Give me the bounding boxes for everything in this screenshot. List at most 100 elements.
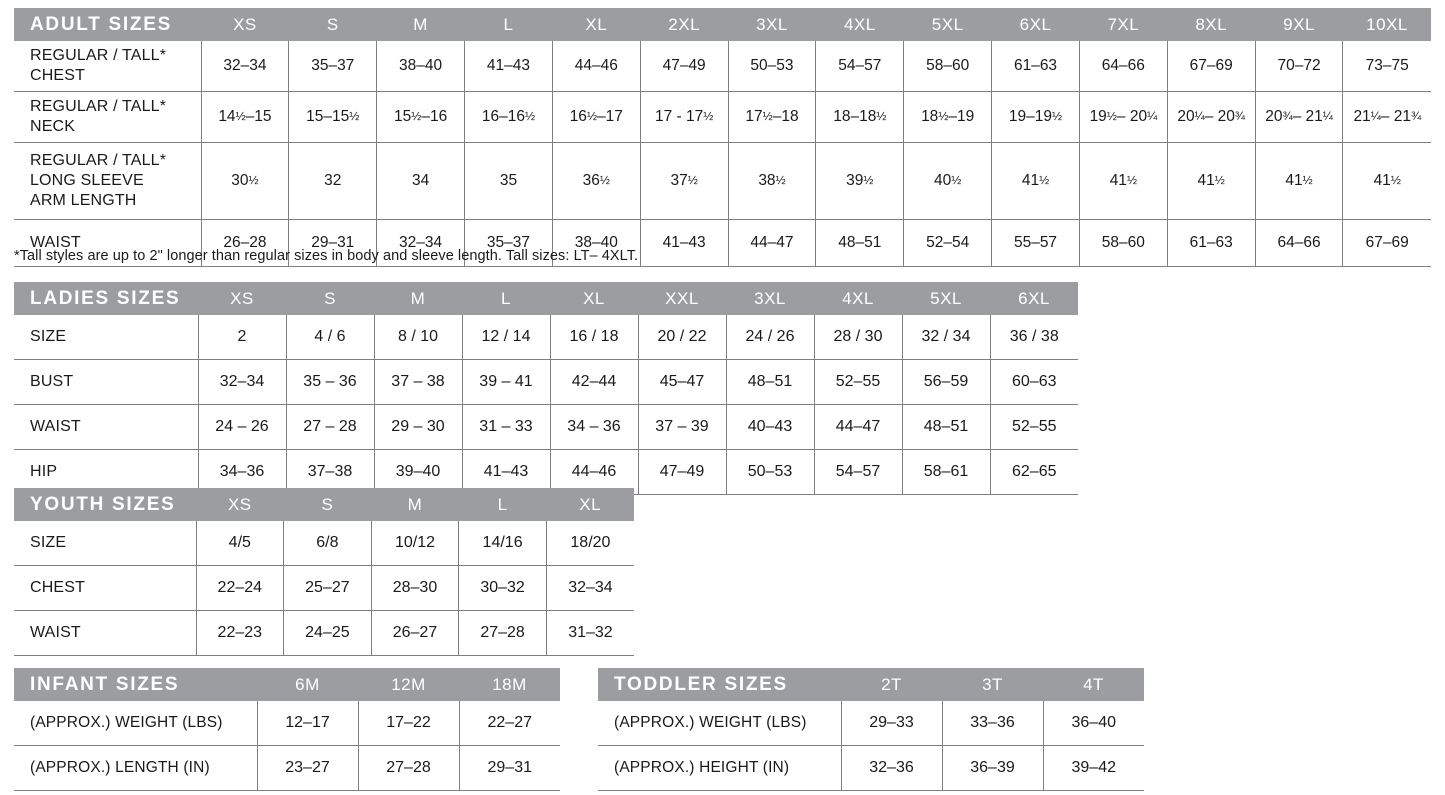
ladies-measurement-cell: 48–51 (726, 359, 815, 405)
adult-size-column-header: 5XL (931, 14, 964, 34)
adult-measurement-cell: 41½ (1167, 142, 1256, 220)
adult-measurement-cell: 38½ (728, 142, 817, 220)
ladies-measurement-cell: 29 – 30 (374, 404, 463, 450)
adult-measurement-cell: 40½ (903, 142, 993, 220)
infant-size-column-header: 18M (492, 674, 527, 694)
ladies-measurement-cell: 27 – 28 (286, 404, 375, 450)
adult-measurement-cell: 52–54 (903, 219, 993, 267)
ladies-measurement-cell: 44–47 (814, 404, 903, 450)
toddler-measurement-cell: 29–33 (841, 701, 943, 746)
ladies-measurement-cell: 60–63 (990, 359, 1078, 405)
adult-measurement-cell: 26–28 (201, 219, 290, 267)
adult-measurement-cell: 64–66 (1255, 219, 1344, 267)
toddler-measurement-cell: 39–42 (1043, 745, 1144, 791)
adult-measurement-cell: 73–75 (1342, 41, 1431, 92)
toddler-table-row: (APPROX.) HEIGHT (IN) 32–36 36–39 39–42 (598, 745, 1144, 791)
ladies-measurement-cell: 34–36 (198, 449, 287, 495)
ladies-size-column-header: L (501, 288, 511, 308)
adult-measurement-cell: 64–66 (1079, 41, 1168, 92)
ladies-size-column-header: M (410, 288, 426, 308)
ladies-size-column-header: XS (230, 288, 254, 308)
adult-size-column-header: 9XL (1283, 14, 1315, 34)
ladies-measurement-cell: 62–65 (990, 449, 1078, 495)
adult-measurement-cell: 37½ (640, 142, 729, 220)
toddler-measurement-cell: 36–40 (1043, 701, 1144, 746)
youth-measurement-cell: 22–23 (196, 610, 285, 656)
adult-measurement-cell: 15½–16 (376, 91, 466, 143)
adult-measurement-cell: 16–16½ (464, 91, 553, 143)
youth-size-column-header: M (407, 494, 423, 514)
adult-measurement-cell: 55–57 (991, 219, 1080, 267)
adult-measurement-cell: 17½–18 (728, 91, 817, 143)
youth-table-title: YOUTH SIZES (30, 493, 176, 515)
infant-measurement-cell: 29–31 (459, 745, 560, 791)
adult-size-column-header: 7XL (1107, 14, 1140, 34)
infant-measurement-cell: 17–22 (358, 701, 460, 746)
youth-measurement-cell: 32–34 (546, 565, 634, 611)
ladies-measurement-cell: 54–57 (814, 449, 903, 495)
youth-measurement-cell: 4/5 (196, 521, 285, 566)
adult-measurement-cell: 20¼– 20¾ (1167, 91, 1256, 143)
youth-size-column-header: S (321, 494, 334, 514)
ladies-measurement-cell: 45–47 (638, 359, 727, 405)
infant-measurement-cell: 23–27 (257, 745, 359, 791)
ladies-measurement-cell: 12 / 14 (462, 315, 551, 360)
ladies-size-column-header: XL (583, 288, 605, 308)
ladies-measurement-cell: 2 (198, 315, 287, 360)
ladies-measurement-cell: 37 – 38 (374, 359, 463, 405)
adult-measurement-cell: 38–40 (552, 219, 641, 267)
adult-measurement-cell: 44–47 (728, 219, 817, 267)
ladies-measurement-cell: 24 / 26 (726, 315, 815, 360)
toddler-measurement-cell: 36–39 (942, 745, 1044, 791)
ladies-measurement-cell: 32–34 (198, 359, 287, 405)
ladies-row-label: HIP (14, 449, 199, 495)
adult-measurement-cell: 58–60 (903, 41, 993, 92)
adult-measurement-cell: 41–43 (640, 219, 729, 267)
adult-size-column-header: XS (233, 14, 257, 34)
adult-table-row: REGULAR / TALL* CHEST 32–34 35–37 38–40 41–43… (14, 41, 1431, 92)
youth-measurement-cell: 24–25 (283, 610, 372, 656)
ladies-measurement-cell: 48–51 (902, 404, 991, 450)
toddler-sizes-table: TODDLER SIZES 2T 3T 4T (APPROX.) WEIGHT (LBS… (598, 668, 1144, 791)
ladies-measurement-cell: 52–55 (814, 359, 903, 405)
adult-measurement-cell: 41½ (1255, 142, 1344, 220)
adult-measurement-cell: 54–57 (815, 41, 905, 92)
ladies-row-label: BUST (14, 359, 199, 405)
toddler-measurement-cell: 32–36 (841, 745, 943, 791)
adult-measurement-cell: 21¼– 21¾ (1342, 91, 1431, 143)
youth-size-column-header: XS (227, 494, 252, 514)
adult-measurement-cell: 16½–17 (552, 91, 641, 143)
ladies-measurement-cell: 47–49 (638, 449, 727, 495)
adult-measurement-cell: 61–63 (991, 41, 1080, 92)
infant-row-label: (APPROX.) LENGTH (IN) (14, 745, 258, 791)
toddler-size-column-header: 4T (1083, 674, 1104, 694)
adult-measurement-cell: 32–34 (201, 41, 290, 92)
ladies-table-row: HIP 34–36 37–38 39–40 41–43 44–46 47–49 50–53 54… (14, 449, 1078, 495)
ladies-measurement-cell: 31 – 33 (462, 404, 551, 450)
youth-row-label: CHEST (14, 565, 197, 611)
toddler-header-row: TODDLER SIZES 2T 3T 4T (598, 668, 1144, 701)
youth-measurement-cell: 18/20 (546, 521, 634, 566)
ladies-measurement-cell: 16 / 18 (550, 315, 639, 360)
ladies-size-column-header: 3XL (754, 288, 786, 308)
adult-measurement-cell: 35–37 (464, 219, 553, 267)
adult-measurement-cell: 35–37 (288, 41, 378, 92)
ladies-measurement-cell: 36 / 38 (990, 315, 1078, 360)
ladies-measurement-cell: 58–61 (902, 449, 991, 495)
ladies-measurement-cell: 39–40 (374, 449, 463, 495)
toddler-table-row: (APPROX.) WEIGHT (LBS) 29–33 33–36 36–40 (598, 701, 1144, 746)
adult-table-title: ADULT SIZES (30, 13, 172, 35)
ladies-row-label: SIZE (14, 315, 199, 360)
adult-size-column-header: 10XL (1366, 14, 1408, 34)
adult-size-column-header: XL (585, 14, 608, 34)
youth-measurement-cell: 22–24 (196, 565, 285, 611)
ladies-sizes-table: LADIES SIZES XS S M L XL XXL 3XL 4XL 5XL 6XL SIZE 2 4… (14, 282, 1078, 495)
infant-table-row: (APPROX.) WEIGHT (LBS) 12–17 17–22 22–27 (14, 701, 560, 746)
youth-row-label: SIZE (14, 521, 197, 566)
adult-measurement-cell: 44–46 (552, 41, 641, 92)
adult-measurement-cell: 17 - 17½ (640, 91, 729, 143)
adult-measurement-cell: 67–69 (1342, 219, 1431, 267)
ladies-header-row: LADIES SIZES XS S M L XL XXL 3XL 4XL 5XL 6XL (14, 282, 1078, 315)
infant-header-row: INFANT SIZES 6M 12M 18M (14, 668, 560, 701)
